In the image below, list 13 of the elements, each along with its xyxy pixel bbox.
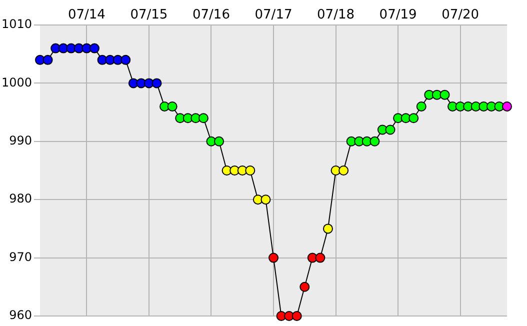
x-tick-label: 07/14 bbox=[68, 8, 106, 23]
x-tick-label: 07/20 bbox=[442, 8, 480, 23]
y-tick-label: 980 bbox=[9, 192, 32, 206]
x-tick-label: 07/18 bbox=[317, 8, 354, 23]
y-tick-label: 960 bbox=[9, 308, 32, 322]
y-tick-label: 990 bbox=[9, 134, 32, 148]
y-tick-label: 970 bbox=[9, 250, 32, 264]
x-tick-label: 07/17 bbox=[254, 8, 292, 23]
y-tick-label: 1010 bbox=[1, 17, 32, 32]
x-tick-label: 07/19 bbox=[379, 8, 417, 23]
x-tick-label: 07/16 bbox=[192, 8, 230, 23]
y-tick-label: 1000 bbox=[1, 75, 32, 90]
x-tick-label: 07/15 bbox=[130, 8, 168, 23]
